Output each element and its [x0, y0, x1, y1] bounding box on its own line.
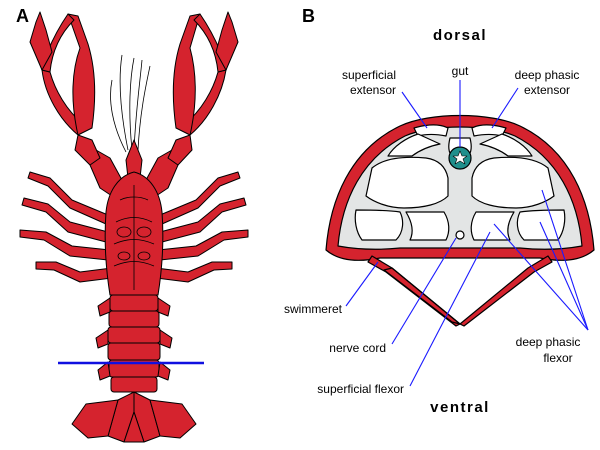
superficial-extensor-label-line2: extensor — [350, 83, 396, 97]
abdomen-pleura — [95, 297, 173, 381]
abdomen — [107, 294, 161, 393]
nerve-cord-label: nerve cord — [329, 341, 386, 355]
leader-lines — [345, 80, 589, 387]
right-walking-legs — [155, 171, 249, 283]
left-claw — [29, 11, 123, 201]
deep-phasic-flexor-label-line2: flexor — [543, 351, 572, 365]
swimmeret-label: swimmeret — [284, 302, 343, 316]
deep-phasic-flexor-label-line1: deep phasic — [516, 335, 581, 349]
antennae — [110, 54, 151, 153]
panel-a-label: A — [16, 6, 29, 26]
tail-fan — [71, 391, 197, 443]
panel-b-label: B — [302, 6, 315, 26]
muscle-compartments — [354, 124, 566, 241]
deep-phasic-extensor-label-line2: extensor — [524, 83, 570, 97]
dorsal-label: dorsal — [433, 27, 487, 44]
gut-label: gut — [452, 64, 469, 78]
thorax-detail — [113, 185, 155, 290]
nerve-cord — [455, 230, 465, 240]
cross-section — [325, 114, 595, 327]
swimmerets — [367, 255, 553, 327]
gut-lumen-icon — [452, 150, 468, 165]
superficial-extensor-label-line1: superficial — [342, 68, 396, 82]
superficial-flexor-label: superficial flexor — [317, 382, 404, 396]
deep-phasic-extensor-label-line1: deep phasic — [515, 68, 580, 82]
left-walking-legs — [19, 171, 113, 283]
ventral-label: ventral — [430, 399, 490, 416]
right-claw — [145, 11, 239, 201]
crayfish-illustration — [19, 11, 249, 443]
